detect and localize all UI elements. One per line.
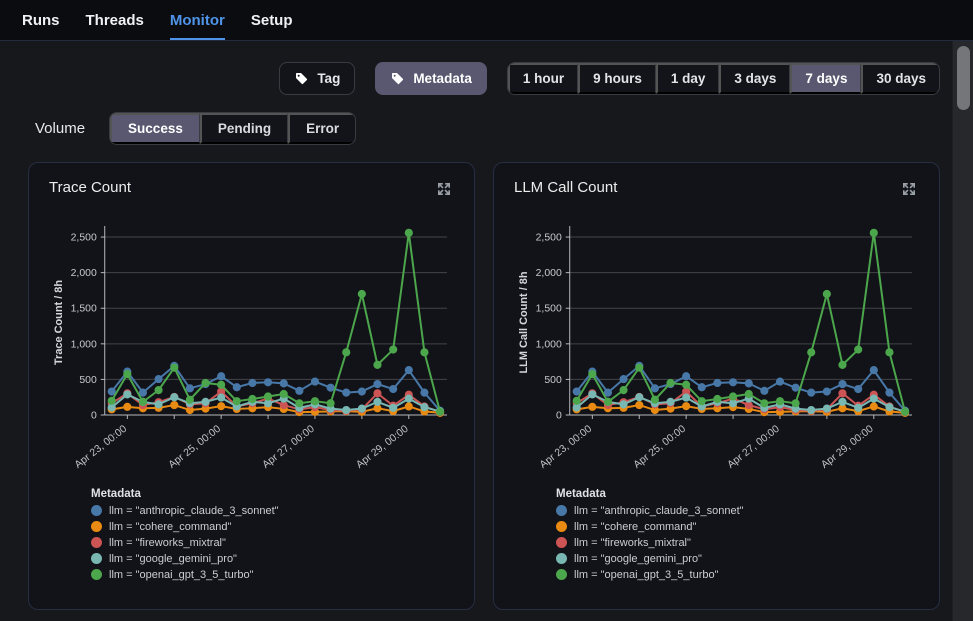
- series-color-dot: [91, 505, 102, 517]
- series-label: llm = "cohere_command": [109, 520, 232, 533]
- time-range-3-days[interactable]: 3 days: [719, 63, 791, 94]
- svg-text:0: 0: [91, 410, 97, 421]
- svg-text:Apr 25, 00:00: Apr 25, 00:00: [167, 424, 223, 471]
- legend-item[interactable]: llm = "anthropic_claude_3_sonnet": [556, 505, 919, 517]
- series-label: llm = "fireworks_mixtral": [574, 536, 691, 549]
- svg-text:Apr 23, 00:00: Apr 23, 00:00: [538, 424, 594, 471]
- expand-icon: [437, 182, 451, 196]
- svg-text:2,500: 2,500: [71, 233, 97, 244]
- svg-text:0: 0: [556, 410, 562, 421]
- time-range-7-days[interactable]: 7 days: [790, 63, 862, 94]
- scrollbar-thumb[interactable]: [957, 46, 970, 110]
- series-label: llm = "openai_gpt_3_5_turbo": [109, 568, 254, 581]
- series-label: llm = "cohere_command": [574, 520, 697, 533]
- card-header: LLM Call Count: [514, 179, 919, 204]
- svg-text:Apr 29, 00:00: Apr 29, 00:00: [819, 424, 875, 471]
- time-range-1-hour[interactable]: 1 hour: [507, 63, 579, 94]
- svg-text:Apr 25, 00:00: Apr 25, 00:00: [632, 424, 688, 471]
- legend-item[interactable]: llm = "fireworks_mixtral": [91, 537, 454, 549]
- svg-text:1,500: 1,500: [71, 304, 97, 315]
- charts-row: Trace Count 0 500 1,000 1,500 2,000 2,500 Apr 2…: [0, 145, 952, 610]
- tag-filter-button[interactable]: Tag: [279, 62, 356, 95]
- svg-text:Apr 23, 00:00: Apr 23, 00:00: [73, 424, 129, 471]
- volume-label: Volume: [35, 120, 86, 137]
- expand-icon: [902, 182, 916, 196]
- series-color-dot: [556, 569, 567, 581]
- nav-tab-monitor[interactable]: Monitor: [169, 0, 225, 40]
- chart-legend: Metadata llm = "anthropic_claude_3_sonnet…: [556, 488, 919, 581]
- volume-row: Volume Success Pending Error: [35, 112, 952, 145]
- svg-text:Trace Count / 8h: Trace Count / 8h: [53, 280, 65, 365]
- svg-text:2,000: 2,000: [71, 268, 97, 279]
- series-label: llm = "anthropic_claude_3_sonnet": [574, 504, 744, 517]
- chart-card-trace-count: Trace Count 0 500 1,000 1,500 2,000 2,500 Apr 2…: [28, 162, 475, 610]
- expand-chart-button[interactable]: [434, 179, 454, 204]
- time-range-group: 1 hour 9 hours 1 day 3 days 7 days 30 days: [506, 62, 940, 95]
- svg-text:LLM Call Count / 8h: LLM Call Count / 8h: [518, 271, 530, 373]
- series-color-dot: [556, 537, 567, 549]
- series-label: llm = "openai_gpt_3_5_turbo": [574, 568, 719, 581]
- series-color-dot: [91, 521, 102, 533]
- legend-item[interactable]: llm = "openai_gpt_3_5_turbo": [556, 569, 919, 581]
- legend-item[interactable]: llm = "google_gemini_pro": [556, 553, 919, 565]
- series-color-dot: [556, 553, 567, 565]
- svg-text:2,500: 2,500: [536, 233, 562, 244]
- chart-legend: Metadata llm = "anthropic_claude_3_sonnet…: [91, 488, 454, 581]
- line-chart: 0 500 1,000 1,500 2,000 2,500 Apr 23, 00:00 Apr…: [53, 225, 448, 471]
- series-label: llm = "anthropic_claude_3_sonnet": [109, 504, 279, 517]
- svg-text:500: 500: [544, 375, 562, 386]
- chart-title: Trace Count: [49, 179, 131, 196]
- legend-item[interactable]: llm = "fireworks_mixtral": [556, 537, 919, 549]
- legend-title: Metadata: [91, 487, 141, 500]
- status-segmented-control: Success Pending Error: [109, 112, 357, 145]
- tag-filter-label: Tag: [317, 71, 341, 86]
- line-chart: 0 500 1,000 1,500 2,000 2,500 Apr 23, 00:00 Apr…: [518, 225, 913, 471]
- chart-card-llm-call-count: LLM Call Count 0 500 1,000 1,500 2,000 2,500 Ap…: [493, 162, 940, 610]
- series-color-dot: [91, 553, 102, 565]
- time-range-9-hours[interactable]: 9 hours: [578, 63, 656, 94]
- svg-text:Apr 29, 00:00: Apr 29, 00:00: [354, 424, 410, 471]
- tag-icon: [294, 71, 309, 86]
- status-tab-pending[interactable]: Pending: [199, 113, 289, 144]
- svg-text:1,000: 1,000: [536, 339, 562, 350]
- svg-text:500: 500: [79, 375, 97, 386]
- legend-item[interactable]: llm = "anthropic_claude_3_sonnet": [91, 505, 454, 517]
- card-header: Trace Count: [49, 179, 454, 204]
- series-color-dot: [91, 569, 102, 581]
- series-color-dot: [556, 521, 567, 533]
- nav-tab-runs[interactable]: Runs: [22, 11, 60, 29]
- filter-toolbar: Tag Metadata 1 hour 9 hours 1 day 3 days 7 d…: [0, 62, 952, 95]
- status-tab-error[interactable]: Error: [288, 113, 356, 144]
- series-label: llm = "fireworks_mixtral": [109, 536, 226, 549]
- top-nav: Runs Threads Monitor Setup: [0, 0, 973, 41]
- series-label: llm = "google_gemini_pro": [574, 552, 702, 565]
- legend-item[interactable]: llm = "cohere_command": [556, 521, 919, 533]
- expand-chart-button[interactable]: [899, 179, 919, 204]
- svg-text:1,500: 1,500: [536, 304, 562, 315]
- svg-text:1,000: 1,000: [71, 339, 97, 350]
- tag-icon: [390, 71, 405, 86]
- chart-area: 0 500 1,000 1,500 2,000 2,500 Apr 23, 00:00 Apr…: [49, 216, 454, 482]
- series-color-dot: [556, 505, 567, 517]
- legend-title: Metadata: [556, 487, 606, 500]
- svg-text:Apr 27, 00:00: Apr 27, 00:00: [261, 424, 317, 471]
- time-range-30-days[interactable]: 30 days: [861, 63, 939, 94]
- time-range-1-day[interactable]: 1 day: [655, 63, 720, 94]
- nav-tab-setup[interactable]: Setup: [250, 11, 293, 29]
- scrollbar-track[interactable]: [952, 41, 973, 621]
- legend-item[interactable]: llm = "cohere_command": [91, 521, 454, 533]
- svg-text:Apr 27, 00:00: Apr 27, 00:00: [726, 424, 782, 471]
- chart-area: 0 500 1,000 1,500 2,000 2,500 Apr 23, 00:00 Apr…: [514, 216, 919, 482]
- svg-text:2,000: 2,000: [536, 268, 562, 279]
- series-color-dot: [91, 537, 102, 549]
- status-tab-success[interactable]: Success: [110, 113, 200, 144]
- metadata-filter-button[interactable]: Metadata: [375, 62, 487, 95]
- legend-item[interactable]: llm = "openai_gpt_3_5_turbo": [91, 569, 454, 581]
- metadata-filter-label: Metadata: [413, 71, 472, 86]
- series-label: llm = "google_gemini_pro": [109, 552, 237, 565]
- legend-item[interactable]: llm = "google_gemini_pro": [91, 553, 454, 565]
- chart-title: LLM Call Count: [514, 179, 618, 196]
- monitor-page: Tag Metadata 1 hour 9 hours 1 day 3 days 7 d…: [0, 62, 952, 610]
- nav-tab-threads[interactable]: Threads: [85, 11, 144, 29]
